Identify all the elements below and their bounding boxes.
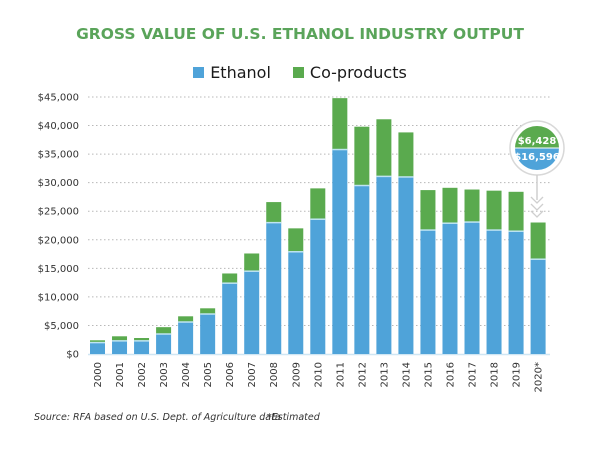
- bar-coproducts: [442, 187, 458, 224]
- legend-swatch-ethanol: [193, 67, 205, 78]
- x-tick-label: 2009: [291, 362, 302, 387]
- callout-chevron-icon: [530, 203, 544, 211]
- legend-label-ethanol: Ethanol: [210, 63, 271, 82]
- legend: Ethanol Co-products: [0, 63, 600, 82]
- x-tick-label: 2008: [269, 362, 280, 387]
- x-tick-label: 2015: [423, 362, 434, 387]
- x-tick-label: 2001: [115, 362, 126, 387]
- y-tick-label: $5,000: [44, 321, 79, 332]
- x-tick-label: 2016: [445, 362, 456, 387]
- legend-item-ethanol: Ethanol: [193, 63, 271, 82]
- source-note: Source: RFA based on U.S. Dept. of Agric…: [34, 412, 281, 423]
- chart-title: GROSS VALUE OF U.S. ETHANOL INDUSTRY OUT…: [76, 25, 524, 43]
- bar-ethanol: [508, 231, 524, 354]
- bar-ethanol: [464, 222, 480, 354]
- bar-ethanol: [178, 322, 194, 354]
- y-tick-label: $45,000: [38, 93, 79, 104]
- bar-coproducts: [464, 189, 480, 223]
- bar-ethanol: [266, 222, 282, 354]
- callout-chevron-icon: [530, 196, 544, 204]
- x-tick-label: 2018: [490, 362, 501, 387]
- x-tick-label: 2006: [225, 362, 236, 387]
- bar-coproducts: [134, 338, 150, 341]
- footnote-estimated: *Estimated: [267, 412, 320, 423]
- x-tick-label: 2020*: [534, 362, 545, 392]
- x-tick-label: 2005: [203, 362, 214, 387]
- callout-chevron-icon: [530, 210, 544, 218]
- bar-coproducts: [332, 98, 348, 150]
- legend-item-coproducts: Co-products: [292, 63, 407, 82]
- y-tick-label: $35,000: [38, 150, 79, 161]
- bar-ethanol: [222, 283, 238, 354]
- x-tick-label: 2002: [137, 362, 148, 387]
- callout-coproducts-value: $6,428: [518, 136, 557, 147]
- y-tick-label: $15,000: [38, 264, 79, 275]
- bar-coproducts: [398, 132, 414, 177]
- x-tick-label: 2007: [247, 362, 258, 387]
- bar-ethanol: [486, 230, 502, 354]
- bar-coproducts: [508, 191, 524, 232]
- y-tick-label: $0: [66, 350, 79, 361]
- bar-ethanol: [244, 271, 260, 354]
- bar-ethanol: [530, 259, 546, 354]
- bar-ethanol: [200, 314, 216, 354]
- bar-coproducts: [112, 336, 128, 341]
- bar-coproducts: [266, 202, 282, 223]
- legend-label-coproducts: Co-products: [309, 63, 407, 82]
- callout-ethanol-value: $16,596: [514, 152, 560, 163]
- bar-ethanol: [420, 230, 436, 354]
- bar-ethanol: [310, 219, 326, 354]
- bar-coproducts: [222, 273, 238, 284]
- bar-coproducts: [90, 340, 105, 343]
- x-tick-label: 2012: [357, 362, 368, 387]
- callout-bottom-ethanol: [515, 148, 559, 170]
- bar-ethanol: [112, 340, 128, 354]
- bar-coproducts: [420, 190, 436, 231]
- bar-ethanol: [398, 176, 414, 354]
- y-tick-label: $20,000: [38, 235, 79, 246]
- y-tick-label: $40,000: [38, 121, 79, 132]
- x-tick-label: 2010: [313, 362, 324, 387]
- bar-coproducts: [178, 316, 194, 323]
- legend-swatch-coproducts: [292, 67, 304, 78]
- bar-coproducts: [156, 327, 172, 335]
- bar-ethanol: [288, 251, 304, 354]
- bar-coproducts: [310, 188, 326, 220]
- callout-top-coproducts: [515, 126, 559, 148]
- bar-coproducts: [354, 126, 370, 186]
- bar-coproducts: [288, 228, 304, 252]
- x-tick-label: 2017: [468, 362, 479, 387]
- y-tick-label: $10,000: [38, 292, 79, 303]
- x-tick-label: 2013: [379, 362, 390, 387]
- x-tick-label: 2014: [401, 362, 412, 387]
- bar-ethanol: [354, 185, 370, 354]
- x-tick-label: 2003: [159, 362, 170, 387]
- bar-ethanol: [156, 334, 172, 354]
- y-tick-label: $30,000: [38, 178, 79, 189]
- bar-coproducts: [244, 253, 260, 272]
- bar-coproducts: [486, 190, 502, 231]
- y-tick-label: $25,000: [38, 207, 79, 218]
- x-tick-label: 2004: [181, 362, 192, 387]
- bar-ethanol: [376, 176, 392, 354]
- x-tick-label: 2011: [335, 362, 346, 387]
- bar-coproducts: [200, 308, 216, 315]
- x-tick-label: 2000: [93, 362, 104, 387]
- bar-ethanol: [442, 223, 458, 354]
- bar-ethanol: [90, 342, 105, 354]
- x-tick-label: 2019: [512, 362, 523, 387]
- bar-ethanol: [134, 340, 150, 354]
- bar-coproducts: [376, 119, 392, 177]
- bar-ethanol: [332, 149, 348, 354]
- bar-coproducts: [530, 222, 546, 260]
